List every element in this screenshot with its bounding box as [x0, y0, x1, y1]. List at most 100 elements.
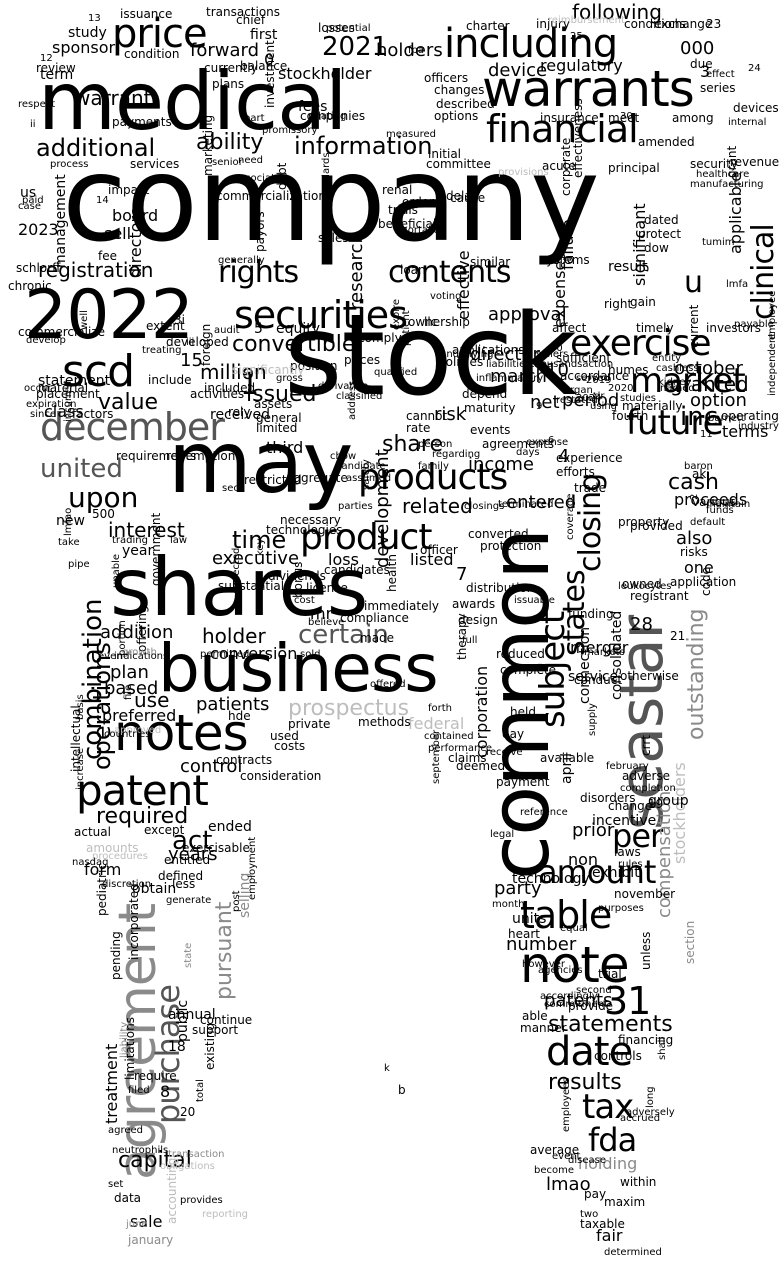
cloud-word: made	[360, 631, 395, 645]
cloud-word: equity	[276, 321, 321, 337]
cloud-word: order	[402, 195, 434, 209]
cloud-word: senior	[212, 157, 243, 168]
cloud-word: table	[520, 893, 612, 937]
cloud-word: paid	[22, 195, 44, 206]
cloud-word: timely	[636, 321, 674, 335]
cloud-word: sold	[300, 649, 321, 660]
cloud-word: u	[684, 265, 703, 300]
cloud-word: lmao	[546, 1174, 591, 1195]
cloud-word: extent	[146, 319, 185, 333]
cloud-word: us	[20, 185, 37, 201]
cloud-word: address	[347, 380, 358, 420]
cloud-word: following	[572, 0, 662, 24]
cloud-word: accordance	[560, 369, 630, 383]
cloud-word: ability	[196, 130, 264, 155]
cloud-word: adversely	[626, 1107, 675, 1118]
cloud-word: countries	[104, 729, 151, 740]
cloud-word: cash	[668, 470, 719, 495]
cloud-word: 28	[630, 614, 653, 635]
cloud-word: expected	[231, 547, 242, 594]
cloud-word: foreign	[199, 323, 213, 366]
cloud-word: 19	[648, 797, 664, 811]
cloud-word: 20	[180, 1105, 196, 1119]
cloud-word: sufficient	[556, 351, 612, 365]
cloud-word: 000	[680, 38, 715, 59]
cloud-word: change	[608, 799, 653, 813]
cloud-word: crrt	[639, 735, 653, 756]
cloud-word: sponsor	[52, 38, 116, 57]
cloud-word: qualified	[374, 367, 418, 378]
cloud-word: renal	[382, 183, 413, 197]
cloud-word: terms	[722, 422, 769, 441]
cloud-word: entity	[652, 353, 682, 364]
cloud-word: activities	[190, 387, 245, 401]
cloud-word: basis	[75, 694, 86, 720]
cloud-word: full	[462, 635, 478, 646]
cloud-word: license	[306, 581, 348, 595]
cloud-word: shares	[110, 541, 368, 634]
cloud-word: exercisable	[182, 841, 250, 855]
cloud-word: pending	[109, 931, 123, 980]
cloud-word: within	[620, 1175, 657, 1189]
cloud-word: officers	[424, 71, 469, 85]
cloud-word: plan	[110, 662, 149, 683]
cloud-word: funding	[568, 607, 614, 621]
cloud-word: barnett	[708, 413, 745, 424]
cloud-word: prior	[572, 820, 615, 841]
cloud-word: trial	[598, 967, 622, 981]
cloud-word: private	[288, 717, 331, 731]
cloud-word: purposes	[598, 903, 644, 914]
cloud-word: efforts	[556, 465, 595, 479]
cloud-word: interest	[108, 518, 185, 542]
cloud-word: control	[180, 756, 243, 777]
cloud-word: year	[122, 543, 154, 559]
cloud-word: future	[626, 403, 724, 443]
cloud-word: using	[590, 401, 618, 412]
cloud-word: neutrophils	[112, 1145, 169, 1156]
cloud-word: share	[382, 432, 443, 457]
cloud-word: trading	[112, 535, 148, 546]
cloud-word: registrant	[630, 589, 689, 603]
cloud-word: payments	[112, 115, 172, 129]
cloud-word: warrants	[482, 60, 695, 118]
cloud-word: 13	[88, 13, 101, 24]
cloud-word: beneficial	[378, 217, 437, 231]
cloud-word: medical	[38, 55, 347, 148]
cloud-word: granted	[670, 372, 749, 396]
cloud-word: promissory	[262, 125, 318, 136]
cloud-word: costs	[274, 739, 306, 753]
cloud-word: except	[144, 823, 185, 837]
cloud-word: awards	[452, 597, 496, 611]
cloud-word: sale	[130, 1212, 163, 1231]
cloud-word: markets	[584, 647, 625, 658]
cloud-word: converted	[468, 527, 529, 541]
cloud-word: served	[576, 373, 610, 384]
cloud-word: 15	[180, 350, 203, 371]
cloud-word: services	[130, 157, 180, 171]
cloud-word: actual	[74, 825, 111, 839]
cloud-word: bonus	[291, 561, 305, 598]
cloud-word: agreed	[108, 1125, 144, 1136]
cloud-word: provisions	[498, 167, 549, 178]
cloud-word: current	[687, 304, 701, 348]
cloud-word: principal	[608, 161, 660, 175]
cloud-word: united	[40, 454, 123, 484]
cloud-word: years	[168, 844, 218, 865]
cloud-word: healthcare	[696, 169, 750, 180]
cloud-word: 2023	[18, 220, 59, 239]
cloud-word: initial	[428, 147, 461, 161]
cloud-word: provides	[180, 1195, 223, 1206]
cloud-word: balance	[240, 59, 288, 73]
cloud-word: exchange	[654, 17, 713, 31]
cloud-word: sec	[222, 483, 239, 494]
cloud-word: unless	[639, 931, 653, 970]
cloud-word: generally	[218, 255, 265, 266]
cloud-word: preferred	[102, 706, 177, 725]
cloud-word: obligations	[160, 1161, 215, 1172]
cloud-word: february	[606, 761, 649, 772]
cloud-word: family	[418, 461, 449, 472]
cloud-word: protect	[638, 227, 682, 241]
cloud-word: 11	[700, 429, 713, 440]
cloud-word: term	[40, 67, 74, 83]
cloud-word: coverage	[565, 493, 576, 540]
